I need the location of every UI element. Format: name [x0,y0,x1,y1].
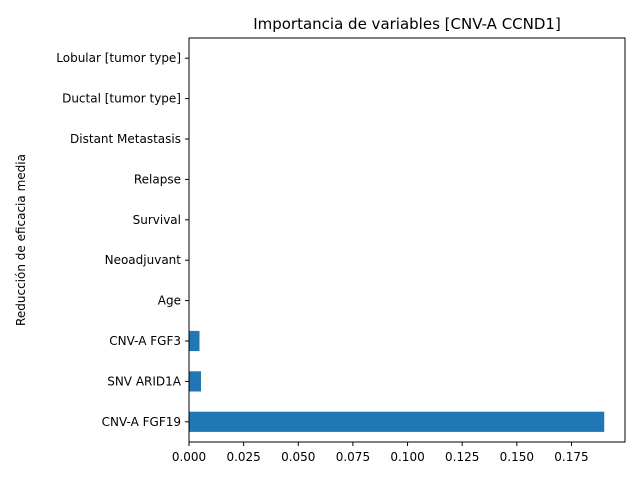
y-tick-label: Neoadjuvant [105,253,182,267]
bars-layer [189,330,605,432]
y-tick-label: SNV ARID1A [107,374,182,388]
ticks-layer: CNV-A FGF19 SNV ARID1A CNV-A FGF3 Age Neoadj… [56,51,588,464]
y-tick-label: Lobular [tumor type] [56,51,181,65]
y-axis-label: Reducción de eficacia media [14,154,28,326]
bar [189,371,202,392]
x-tick-label: 0.025 [226,450,260,464]
x-tick-label: 0.100 [390,450,424,464]
y-tick-label: CNV-A FGF19 [102,415,181,429]
x-tick-label: 0.175 [554,450,588,464]
x-tick-label: 0.150 [500,450,534,464]
x-tick-label: 0.000 [172,450,206,464]
bar [189,411,605,432]
x-tick-label: 0.075 [336,450,370,464]
y-tick-label: Age [158,294,181,308]
x-tick-label: 0.050 [281,450,315,464]
y-tick-label: Survival [133,213,181,227]
plot-frame [188,37,626,443]
x-tick-label: 0.125 [445,450,479,464]
chart-title: Importancia de variables [CNV-A CCND1] [253,15,561,33]
bar [189,330,200,352]
y-tick-label: Distant Metastasis [70,132,181,146]
y-tick-label: CNV-A FGF3 [109,334,181,348]
y-tick-label: Ductal [tumor type] [62,92,181,106]
y-tick-label: Relapse [134,172,181,186]
